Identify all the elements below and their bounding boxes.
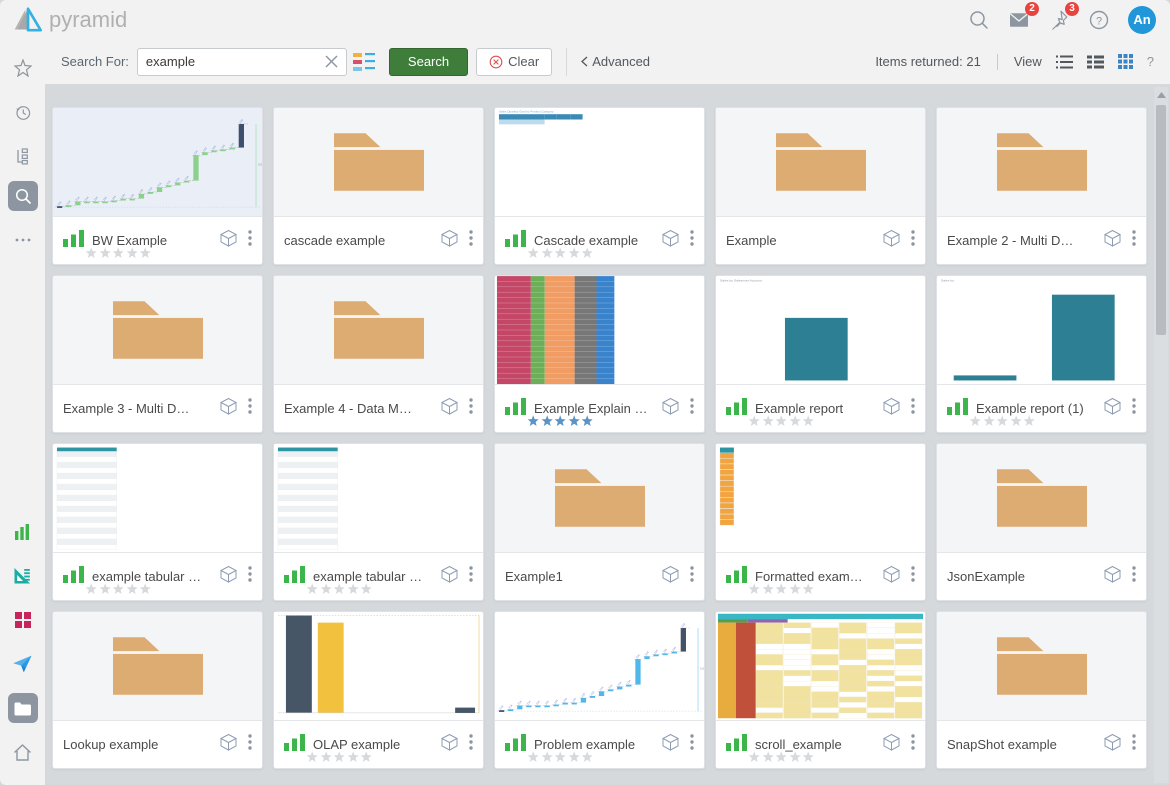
svg-text:Sales by Salesman Account: Sales by Salesman Account — [720, 278, 762, 282]
svg-text:Sales Quantity Goal by Product: Sales Quantity Goal by Product Category — [499, 110, 554, 114]
svg-text:100%: 100% — [258, 164, 262, 167]
svg-text:?: ? — [1096, 15, 1102, 27]
svg-text:100%: 100% — [700, 668, 704, 671]
svg-text:Sales by: Sales by — [941, 278, 954, 282]
